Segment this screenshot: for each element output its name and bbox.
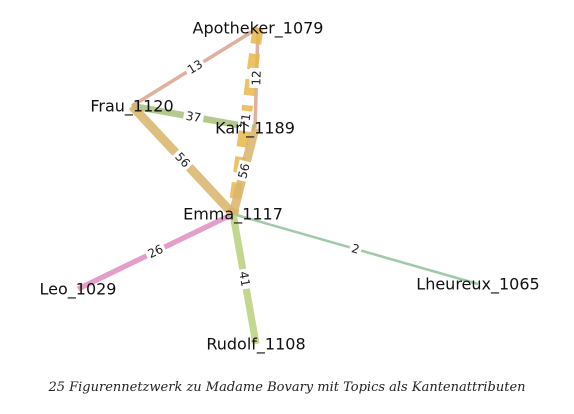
edge-weight-label: 13	[185, 57, 205, 77]
edge-label-background	[235, 267, 254, 291]
edge-weight-label: 12	[249, 70, 263, 86]
node-label-apotheker_1079: Apotheker_1079	[193, 19, 324, 39]
edge-label-background	[234, 159, 254, 183]
edge-weight-label: 26	[146, 242, 166, 261]
edge-weight-label: 71	[238, 112, 254, 129]
node-label-emma_1117: Emma_1117	[183, 205, 283, 225]
edge-label-group: 12	[249, 67, 264, 89]
node-label-rudolf_1108: Rudolf_1108	[206, 335, 305, 355]
edge-label-group: 13	[182, 55, 208, 79]
edge-label-background	[182, 108, 205, 126]
edge-label-group: 56	[234, 159, 254, 183]
node-label-leo_1029: Leo_1029	[40, 280, 117, 300]
edge-weight-label: 56	[235, 162, 252, 180]
edge-weight-label: 37	[185, 109, 203, 125]
node-label-lheureux_1065: Lheureux_1065	[416, 275, 539, 295]
edge-label-background	[237, 110, 254, 132]
edge-weight-label: 2	[350, 241, 361, 257]
edge-label-background	[249, 67, 264, 89]
edges-layer	[76, 26, 479, 345]
edge-label-group: 26	[143, 240, 168, 263]
edge-label-background	[347, 240, 364, 258]
edge-label-background	[143, 240, 168, 263]
node-labels-layer: Apotheker_1079 Frau_1120 Karl_1189 Emma_111…	[40, 19, 540, 355]
figure-caption: 25 Figurennetzwerk zu Madame Bovary mit …	[48, 380, 526, 395]
edge-weight-label: 41	[236, 270, 252, 287]
node-label-karl_1189: Karl_1189	[215, 119, 295, 139]
edge-label-group: 71	[237, 110, 254, 132]
edge-label-group: 41	[235, 267, 254, 291]
edge-label-background	[170, 147, 195, 173]
edge-label-group: 2	[347, 240, 364, 258]
edge-label-group: 37	[182, 108, 205, 126]
node-label-frau_1120: Frau_1120	[90, 97, 173, 117]
edge-label-background	[182, 55, 208, 79]
